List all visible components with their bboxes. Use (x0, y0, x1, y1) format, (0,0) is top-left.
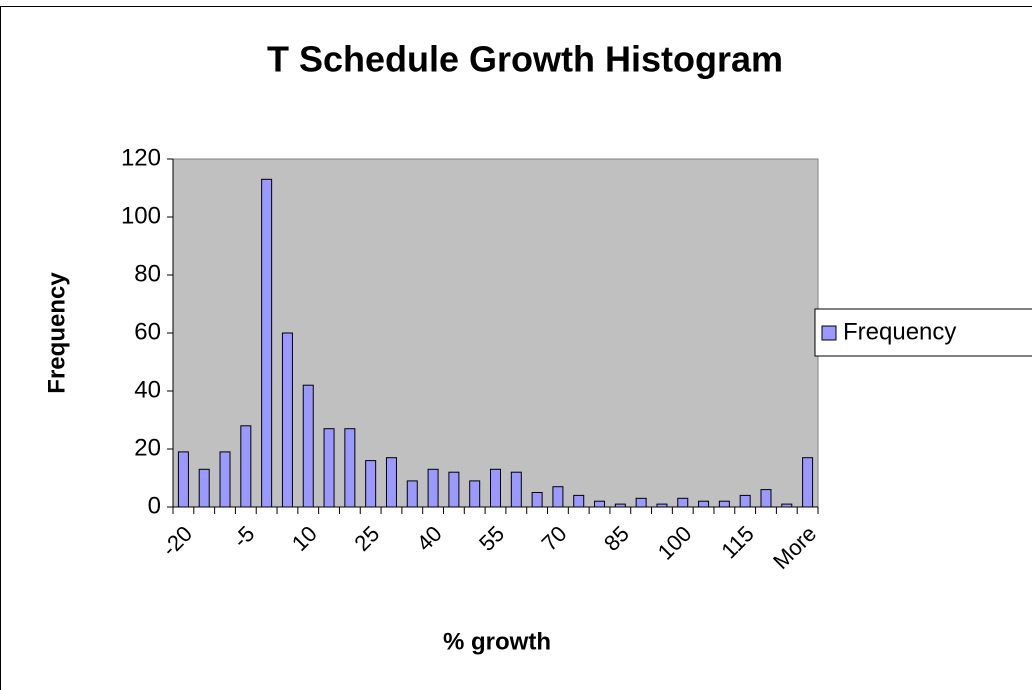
bar (448, 471, 460, 508)
bar (781, 503, 793, 508)
legend-swatch (821, 325, 837, 341)
bar (198, 468, 210, 508)
y-tick-label: 100 (121, 202, 161, 229)
bar (177, 451, 189, 508)
y-tick-label: 0 (148, 492, 161, 519)
bar (406, 480, 418, 508)
bar (281, 332, 293, 508)
bar (656, 503, 668, 508)
plot-area (172, 158, 819, 508)
bar (490, 468, 501, 508)
legend-box (814, 308, 1032, 357)
bar (614, 503, 626, 508)
bar (698, 500, 710, 508)
y-axis-title: Frequency (43, 272, 70, 394)
bar (510, 471, 522, 508)
bar (552, 486, 564, 508)
y-tick-label: 60 (134, 318, 161, 345)
bar (531, 492, 543, 508)
bar (573, 494, 585, 508)
y-tick-label: 40 (134, 376, 161, 403)
bar (261, 178, 273, 508)
legend-label: Frequency (843, 318, 956, 345)
bar (219, 451, 231, 508)
bar (469, 480, 481, 508)
bar (302, 384, 314, 508)
bar (385, 457, 397, 508)
bar (635, 497, 647, 508)
bar (802, 457, 814, 508)
bar (718, 500, 730, 508)
bar (677, 497, 689, 508)
chart-title: T Schedule Growth Histogram (267, 39, 783, 80)
bar (323, 428, 335, 508)
x-axis-title: % growth (443, 628, 551, 655)
bar (594, 500, 606, 508)
bar (344, 428, 356, 508)
y-tick-label: 80 (134, 260, 161, 287)
bar (240, 425, 252, 508)
bar (427, 468, 439, 508)
y-tick-label: 20 (134, 434, 161, 461)
bar (365, 460, 377, 508)
bar (760, 489, 772, 508)
bar (739, 494, 751, 508)
y-tick-label: 120 (121, 144, 161, 171)
